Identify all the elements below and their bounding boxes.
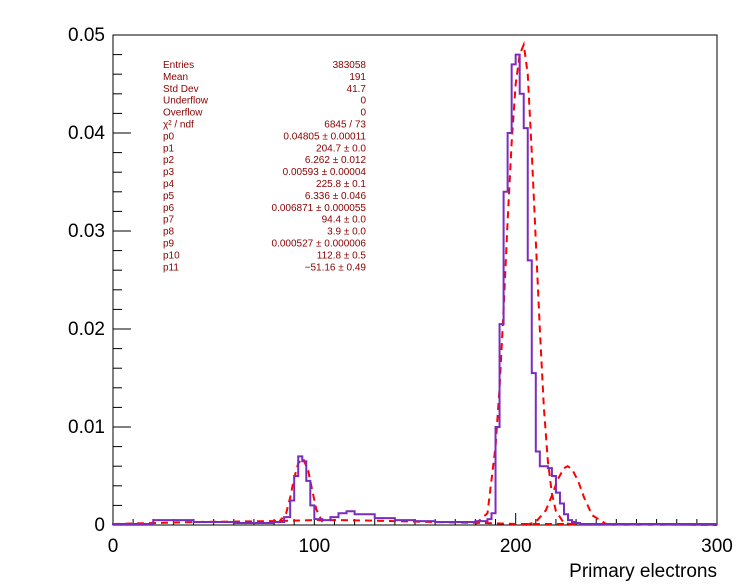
stats-label: χ² / ndf [163, 120, 194, 131]
stats-label: Mean [163, 72, 188, 83]
stats-label: Std Dev [163, 84, 199, 95]
stats-value: 0.006871 ± 0.000055 [272, 203, 367, 214]
y-tick-label: 0.03 [68, 221, 105, 242]
stats-label: p8 [163, 227, 175, 238]
stats-box: Entries 383058 Mean 191 Std Dev 41.7 Underflow… [163, 60, 366, 273]
stats-label: p10 [163, 250, 180, 261]
y-tick-label: 0.05 [68, 25, 105, 46]
y-tick-labels: 0 0.01 0.02 0.03 0.04 0.05 [68, 25, 105, 536]
stats-label: p4 [163, 179, 175, 190]
stats-label: p9 [163, 239, 175, 250]
stats-value: 0 [360, 96, 366, 107]
x-tick-label: 300 [701, 536, 733, 557]
fit-component-line [525, 465, 607, 526]
stats-value: 6845 / 73 [324, 120, 366, 131]
stats-value: 94.4 ± 0.0 [322, 215, 367, 226]
stats-value: 191 [349, 72, 366, 83]
x-axis [112, 513, 718, 525]
stats-value: 0 [360, 108, 366, 119]
stats-value: 225.8 ± 0.1 [316, 179, 366, 190]
stats-label: p11 [163, 262, 179, 273]
stats-value: 6.336 ± 0.046 [305, 191, 367, 202]
x-axis-label: Primary electrons [569, 561, 717, 582]
stats-label: p3 [163, 167, 175, 178]
fit-component-line [277, 456, 324, 524]
stats-label: Entries [163, 60, 194, 71]
stats-value: 0.00593 ± 0.00004 [283, 167, 367, 178]
stats-value: 6.262 ± 0.012 [305, 155, 367, 166]
histogram-line [112, 53, 717, 526]
stats-value: −51.16 ± 0.49 [305, 262, 367, 273]
y-tick-label: 0.02 [68, 319, 105, 340]
x-tick-labels: 0 100 200 300 [108, 536, 733, 557]
stats-label: Underflow [163, 96, 209, 107]
stats-value: 3.9 ± 0.0 [327, 227, 366, 238]
stats-value: 383058 [333, 60, 367, 71]
plot-frame [112, 34, 718, 526]
fit-component-line [474, 41, 577, 526]
stats-value: 0.000527 ± 0.000006 [272, 239, 367, 250]
stats-value: 204.7 ± 0.0 [316, 143, 366, 154]
y-tick-label: 0.04 [68, 123, 105, 144]
y-axis [113, 34, 131, 526]
stats-label: p5 [163, 191, 175, 202]
y-tick-label: 0 [94, 515, 105, 536]
x-tick-label: 0 [108, 536, 119, 557]
stats-value: 112.8 ± 0.5 [317, 250, 367, 261]
y-tick-label: 0.01 [68, 417, 105, 438]
stats-value: 0.04805 ± 0.00011 [283, 131, 366, 142]
stats-label: p0 [163, 131, 175, 142]
stats-label: p7 [163, 215, 175, 226]
x-tick-label: 200 [500, 536, 532, 557]
stats-value: 41.7 [347, 84, 367, 95]
fit-curves [112, 41, 718, 526]
stats-label: p1 [163, 143, 175, 154]
stats-label: p6 [163, 203, 175, 214]
stats-label: Overflow [163, 108, 203, 119]
stats-label: p2 [163, 155, 175, 166]
x-tick-label: 100 [298, 536, 330, 557]
histogram [112, 53, 717, 526]
